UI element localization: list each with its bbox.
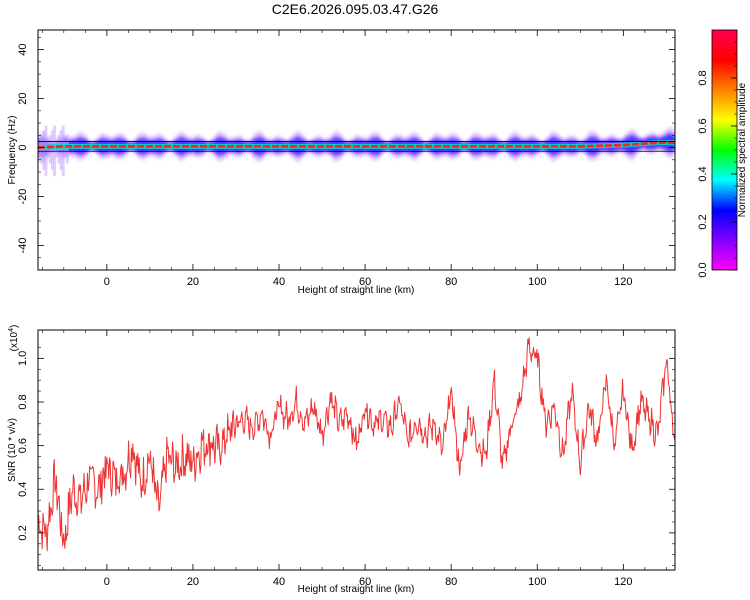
spectrogram-y-tick-label: 0 (17, 144, 29, 150)
spectrogram-x-tick-label: 80 (445, 276, 457, 288)
snr-y-tick-label: 0.8 (17, 394, 29, 409)
spectrogram-y-tick-label: -40 (17, 238, 29, 254)
spectrogram-frame (37, 29, 676, 271)
spectrogram-y-tick-label: 20 (17, 92, 29, 104)
spectrogram-x-tick-label: 60 (359, 276, 371, 288)
snr-x-tick-label: 0 (104, 576, 110, 588)
spectrogram-noise-cell (50, 130, 54, 170)
spectrogram-ticks: 0 20 40 60 80 100 120 -40 -20 0 20 40 (17, 30, 675, 288)
snr-x-tick-label: 20 (187, 576, 199, 588)
snr-y-tick-label: 0.6 (17, 438, 29, 453)
colorbar-tick-label: 0.4 (697, 166, 709, 181)
snr-x-tick-label: 80 (445, 576, 457, 588)
spectrogram-noise-cell (42, 130, 46, 170)
colorbar-gradient (712, 30, 737, 270)
snr-x-tick-label: 60 (359, 576, 371, 588)
spectrogram-x-axis-title: Height of straight line (km) (298, 285, 415, 296)
colorbar: 0.0 0.2 0.4 0.6 0.8 Normalized spectral ampl… (697, 29, 748, 278)
colorbar-tick-label: 0.6 (697, 118, 709, 133)
spectrogram-x-tick-label: 100 (528, 276, 546, 288)
snr-x-axis-title: Height of straight line (km) (298, 584, 415, 595)
snr-y-multiplier: (x104) (8, 325, 20, 352)
snr-panel: 0 20 40 60 80 100 120 0.2 0.4 0.6 0.8 1.0 Height of… (7, 325, 676, 595)
spectrogram-noise-cell (65, 135, 69, 164)
snr-x-tick-label: 40 (273, 576, 285, 588)
colorbar-ticks: 0.0 0.2 0.4 0.6 0.8 (697, 41, 737, 278)
spectrogram-panel: 0 20 40 60 80 100 120 -40 -20 0 20 40 Height of str… (7, 29, 676, 296)
spectrogram-x-tick-label: 40 (273, 276, 285, 288)
spectrogram-ridge-peak (38, 141, 675, 149)
snr-series-line (38, 337, 675, 552)
snr-y-axis-title: SNR (10 * v/v) (7, 418, 18, 482)
snr-ticks: 0 20 40 60 80 100 120 0.2 0.4 0.6 0.8 1.0 (17, 330, 675, 588)
spectrogram-x-tick-label: 20 (187, 276, 199, 288)
snr-marks (38, 337, 675, 552)
snr-y-tick-label: 0.2 (17, 525, 29, 540)
spectrogram-x-tick-label: 120 (614, 276, 632, 288)
snr-y-tick-label: 1.0 (17, 351, 29, 366)
spectrogram-y-tick-label: -20 (17, 189, 29, 205)
spectrogram-noise-cell (57, 135, 61, 164)
colorbar-tick-label: 0.2 (697, 214, 709, 229)
snr-x-tick-label: 100 (528, 576, 546, 588)
spectrogram-noise-cell (59, 130, 63, 170)
spectrogram-y-tick-label: 40 (17, 43, 29, 55)
colorbar-tick-label: 0.0 (697, 262, 709, 277)
snr-x-tick-label: 120 (614, 576, 632, 588)
snr-frame (37, 329, 676, 571)
colorbar-title: Normalized spectral amplitude (737, 82, 748, 217)
spectrogram-marks (38, 125, 675, 177)
spectrogram-x-tick-label: 0 (104, 276, 110, 288)
chart-title: C2E6.2026.095.03.47.G26 (271, 1, 439, 17)
spectrogram-y-axis-title: Frequency (Hz) (7, 116, 18, 185)
colorbar-tick-label: 0.8 (697, 70, 709, 85)
snr-y-tick-label: 0.4 (17, 482, 29, 497)
